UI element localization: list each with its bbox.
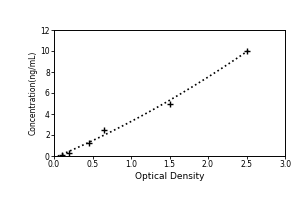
X-axis label: Optical Density: Optical Density bbox=[135, 172, 204, 181]
Y-axis label: Concentration(ng/mL): Concentration(ng/mL) bbox=[28, 51, 38, 135]
